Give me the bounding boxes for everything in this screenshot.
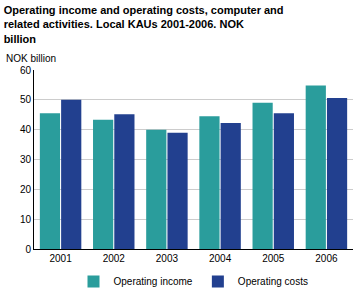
svg-text:2006: 2006 (315, 253, 338, 264)
svg-text:Operating income: Operating income (114, 276, 193, 287)
svg-text:10: 10 (20, 214, 32, 225)
svg-text:Operating income and operating: Operating income and operating costs, co… (4, 4, 284, 45)
svg-text:2002: 2002 (103, 253, 126, 264)
svg-text:30: 30 (20, 154, 32, 165)
svg-text:2001: 2001 (49, 253, 72, 264)
svg-text:60: 60 (20, 65, 32, 76)
svg-text:50: 50 (20, 94, 32, 105)
svg-text:0: 0 (25, 244, 31, 255)
svg-text:2003: 2003 (156, 253, 179, 264)
svg-text:2004: 2004 (209, 253, 232, 264)
svg-text:20: 20 (20, 184, 32, 195)
svg-text:2005: 2005 (262, 253, 285, 264)
svg-text:40: 40 (20, 124, 32, 135)
svg-text:NOK billion: NOK billion (6, 53, 56, 64)
svg-text:Operating costs: Operating costs (238, 276, 308, 287)
